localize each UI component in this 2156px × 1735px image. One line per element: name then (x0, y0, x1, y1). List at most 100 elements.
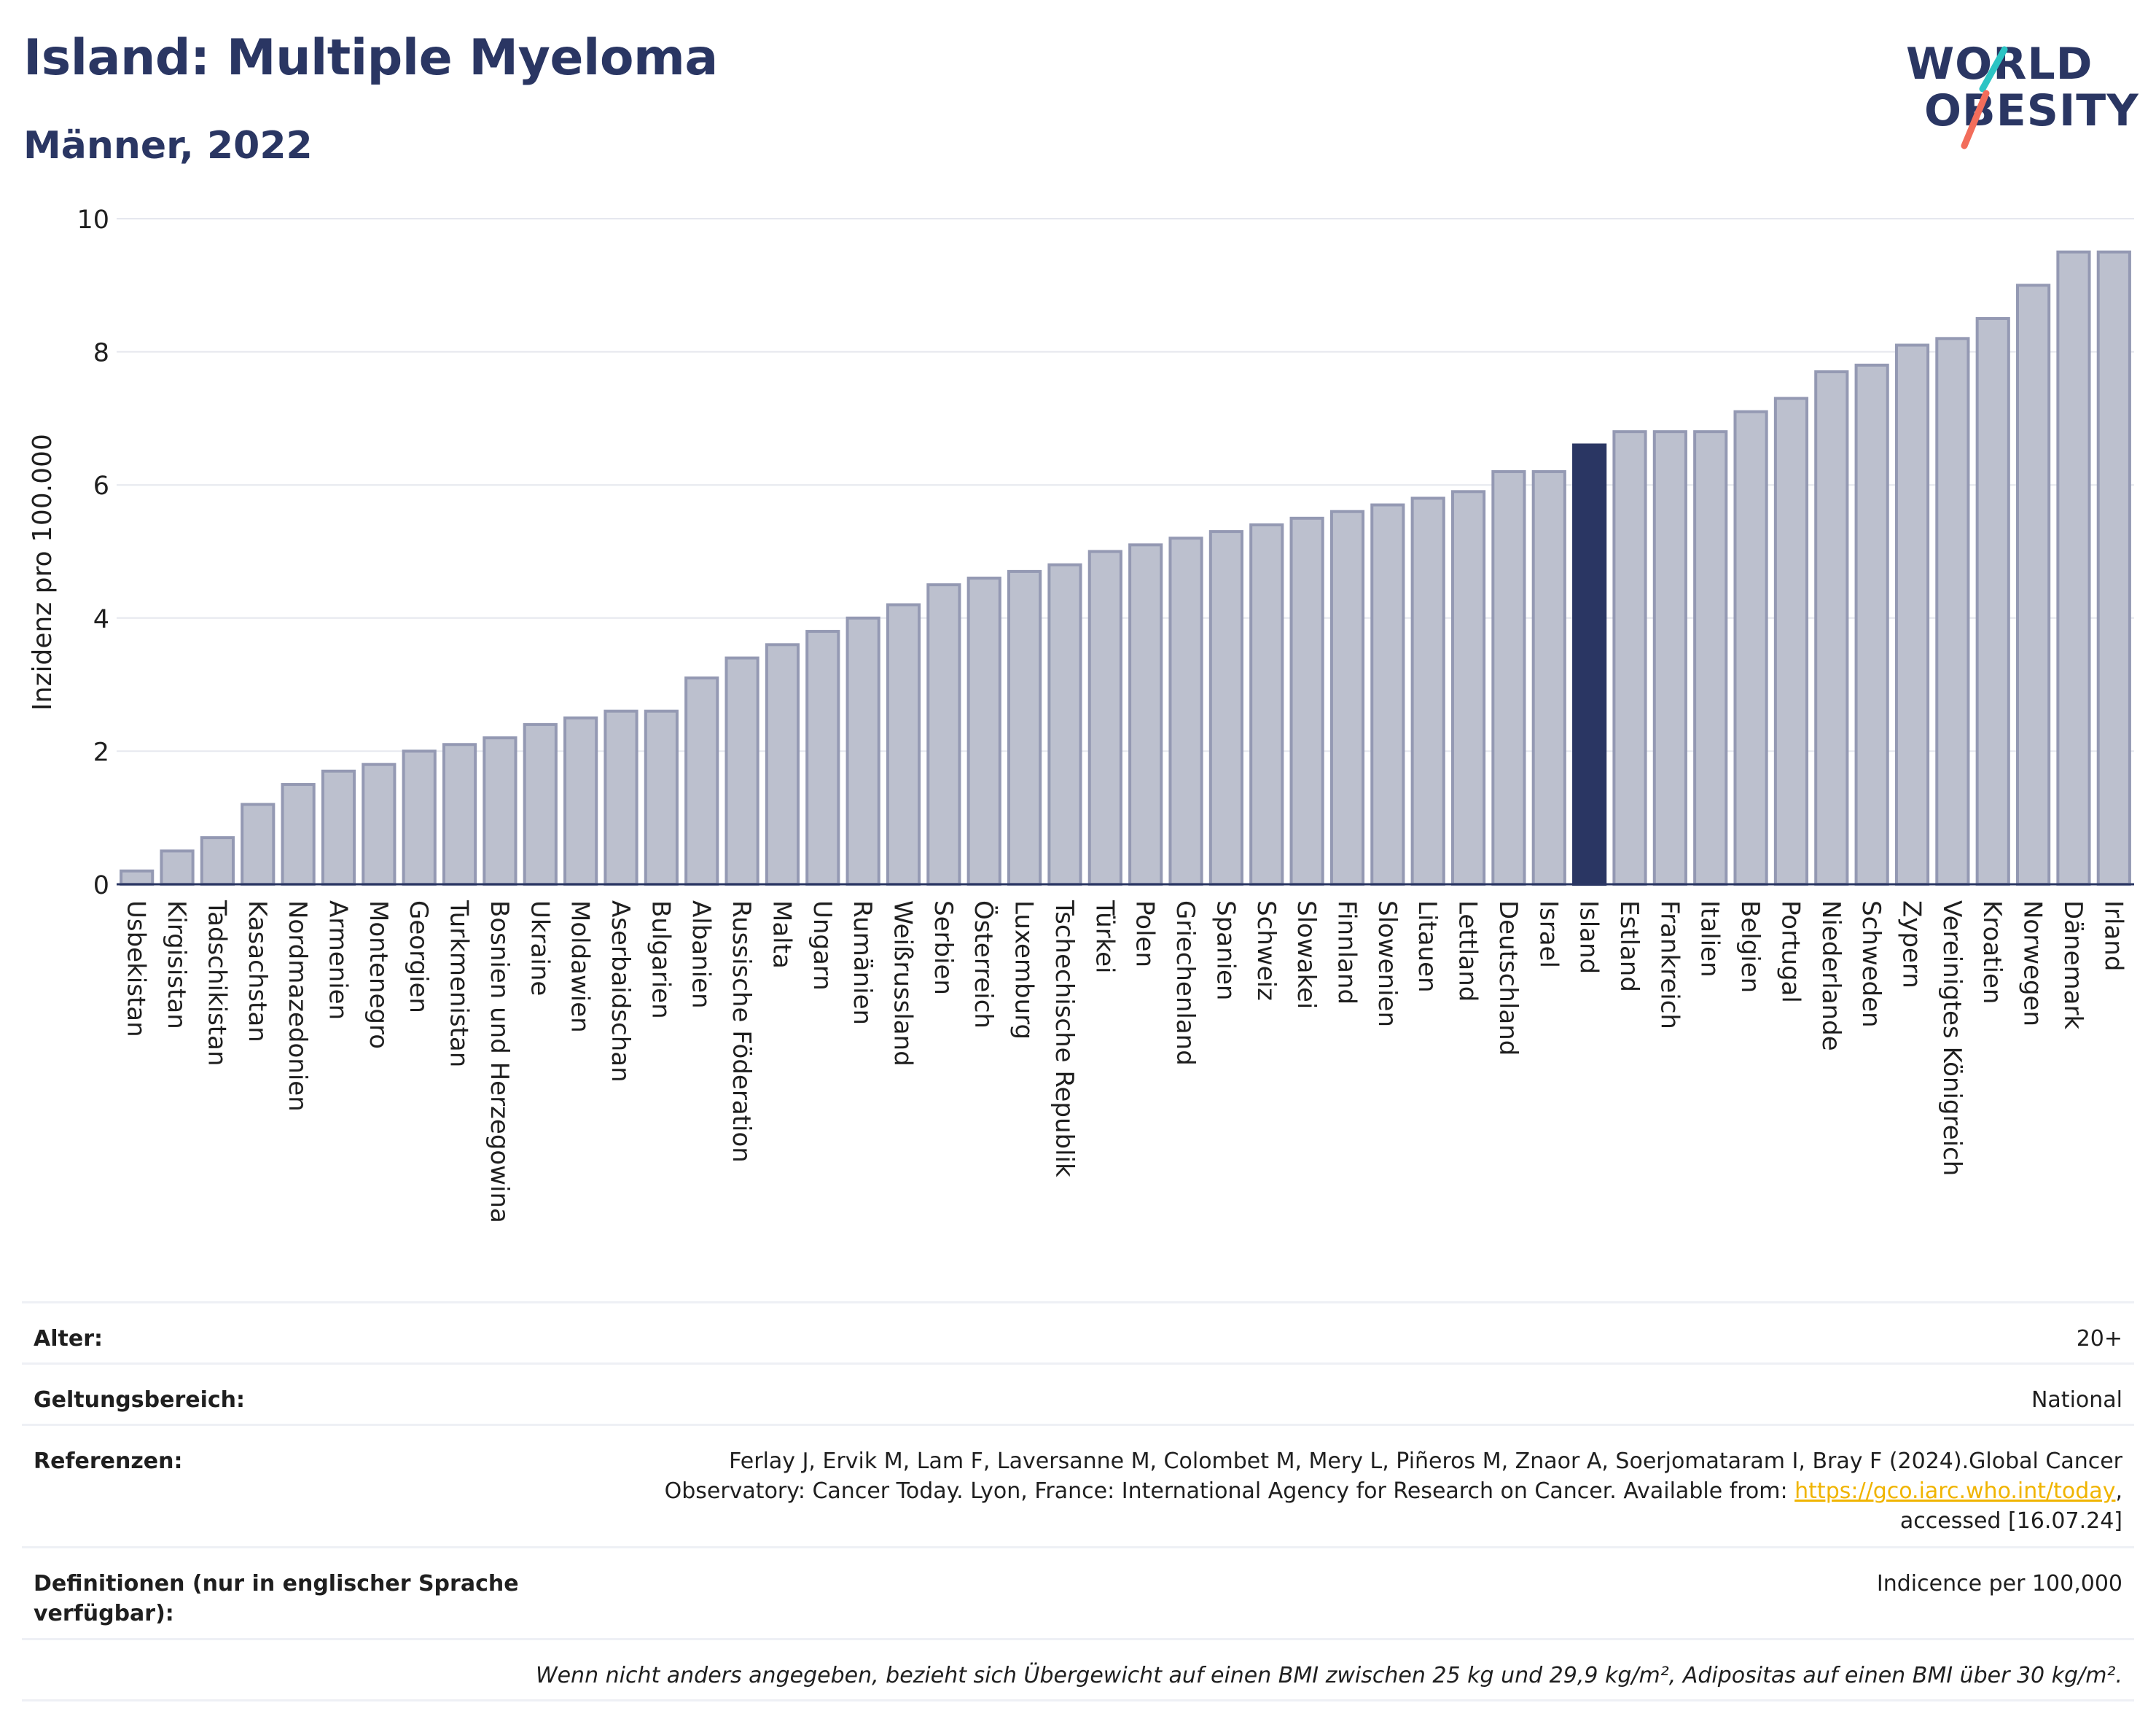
reference-line-3: accessed [16.07.24] (1899, 1508, 2122, 1534)
x-tick-label: Tadschikistan (202, 900, 231, 1067)
logo-slash-icon (1961, 46, 2008, 149)
meta-footnote: Wenn nicht anders angegeben, bezieht sic… (22, 1640, 2134, 1701)
bar (402, 749, 437, 886)
bars (120, 250, 2131, 886)
bar-highlight (1572, 443, 1607, 886)
meta-val-definitions: Indicence per 100,000 (1876, 1571, 2122, 1596)
x-tick-label: Usbekistan (122, 900, 151, 1037)
bar (523, 722, 558, 886)
bar (1491, 469, 1526, 886)
x-tick-label: Finnland (1332, 900, 1361, 1005)
x-tick-label: Ukraine (525, 900, 554, 996)
bar (1935, 337, 1970, 886)
bar (1087, 550, 1122, 886)
x-tick-label: Rumänien (848, 900, 877, 1025)
bar (1814, 370, 1849, 886)
reference-line-2-end: , (2115, 1478, 2122, 1504)
x-tick-label: Italien (1695, 900, 1725, 978)
x-tick-label: Nordmazedonien (283, 900, 312, 1112)
bar (1007, 569, 1042, 886)
bar (1047, 563, 1082, 886)
x-tick-label: Belgien (1735, 900, 1765, 993)
x-tick-label: Weißrussland (888, 900, 918, 1067)
reference-line-2: Observatory: Cancer Today. Lyon, France:… (664, 1478, 1795, 1504)
x-tick-label: Albanien (687, 900, 716, 1009)
bar (1128, 543, 1163, 886)
x-tick-label: Portugal (1776, 900, 1805, 1003)
bar (684, 676, 719, 886)
y-tick-label: 10 (77, 206, 109, 235)
meta-val-scope: National (2031, 1387, 2122, 1413)
x-tick-label: Niederlande (1816, 900, 1846, 1051)
x-tick-label: Estland (1614, 900, 1644, 992)
x-tick-label: Deutschland (1493, 900, 1523, 1056)
x-tick-label: Ungarn (808, 900, 837, 991)
x-tick-label: Kasachstan (243, 900, 272, 1042)
bar (362, 763, 397, 886)
meta-val-age: 20+ (2076, 1326, 2122, 1352)
bar (1894, 343, 1930, 886)
bar-chart: 0 2 4 6 8 10 Usbekistan Kirgisistan Tadschikista… (28, 206, 2134, 1223)
bar (281, 783, 316, 886)
meta-key-age: Alter: (34, 1326, 103, 1352)
meta-key-references: Referenzen: (34, 1449, 183, 1474)
bar (1450, 490, 1486, 886)
bar (765, 643, 800, 886)
x-tick-label: Frankreich (1655, 900, 1684, 1029)
meta-val-references: Ferlay J, Ervik M, Lam F, Laversanne M, … (544, 1446, 2122, 1536)
x-tick-label: Georgien (404, 900, 433, 1013)
meta-row-scope: Geltungsbereich: National (22, 1365, 2134, 1426)
bar (1370, 503, 1405, 886)
x-tick-label: Österreich (969, 900, 999, 1029)
bar (200, 836, 235, 886)
bar (2016, 284, 2051, 886)
x-tick-label: Slowakei (1292, 900, 1321, 1009)
bar (1289, 516, 1324, 886)
bar (644, 709, 679, 886)
bar (1652, 430, 1687, 886)
x-tick-label: Armenien (323, 900, 352, 1020)
bar (1329, 510, 1365, 886)
x-tick-label: Litauen (1413, 900, 1442, 993)
meta-row-references: Referenzen: Ferlay J, Ervik M, Lam F, La… (22, 1426, 2134, 1548)
meta-key-scope: Geltungsbereich: (34, 1387, 246, 1413)
x-tick-label: Vereinigtes Königreich (1937, 900, 1966, 1176)
bar (966, 577, 1001, 886)
chart-title: Island: Multiple Myeloma (23, 29, 718, 87)
x-tick-label: Kirgisistan (162, 900, 191, 1029)
reference-link[interactable]: https://gco.iarc.who.int/today (1794, 1478, 2116, 1504)
x-tick-label: Griechenland (1171, 900, 1200, 1066)
x-tick-label: Montenegro (364, 900, 393, 1049)
bar (724, 656, 759, 886)
bar (1612, 430, 1647, 886)
x-tick-label: Dänemark (2058, 900, 2087, 1029)
x-tick-label: Island (1574, 900, 1604, 974)
x-tick-label: Aserbaidschan (606, 900, 635, 1083)
x-tick-label: Kroatien (1977, 900, 2007, 1004)
x-tick-label: Turkmenistan (445, 900, 474, 1067)
bar (563, 716, 598, 886)
chart-subtitle: Männer, 2022 (23, 124, 313, 168)
x-tick-label: Bosnien und Herzegowina (485, 900, 514, 1223)
bar (1773, 397, 1809, 886)
bar (1410, 496, 1445, 886)
bar (1733, 410, 1768, 886)
x-tick-label: Russische Föderation (727, 900, 756, 1163)
x-tick-label: Irland (2098, 900, 2128, 971)
x-tick-label: Zypern (1897, 900, 1926, 989)
y-axis-label: Inzidenz pro 100.000 (28, 434, 58, 711)
x-tick-label: Türkei (1090, 900, 1119, 973)
bar (1693, 430, 1728, 886)
bar (604, 709, 638, 886)
reference-line-1: Ferlay J, Ervik M, Lam F, Laversanne M, … (729, 1449, 2122, 1474)
y-tick-label: 4 (93, 605, 109, 634)
x-tick-label: Polen (1130, 900, 1160, 967)
x-tick-label: Schweiz (1251, 900, 1281, 1001)
world-obesity-logo: WORLD OBESITY (1895, 29, 2139, 160)
meta-key-definitions: Definitionen (nur in englischer Sprache … (34, 1571, 519, 1626)
y-tick-label: 6 (93, 472, 109, 501)
bar (1531, 469, 1566, 886)
x-tick-label: Lettland (1453, 900, 1483, 1002)
x-tick-label: Malta (767, 900, 796, 969)
bar (1208, 530, 1243, 886)
